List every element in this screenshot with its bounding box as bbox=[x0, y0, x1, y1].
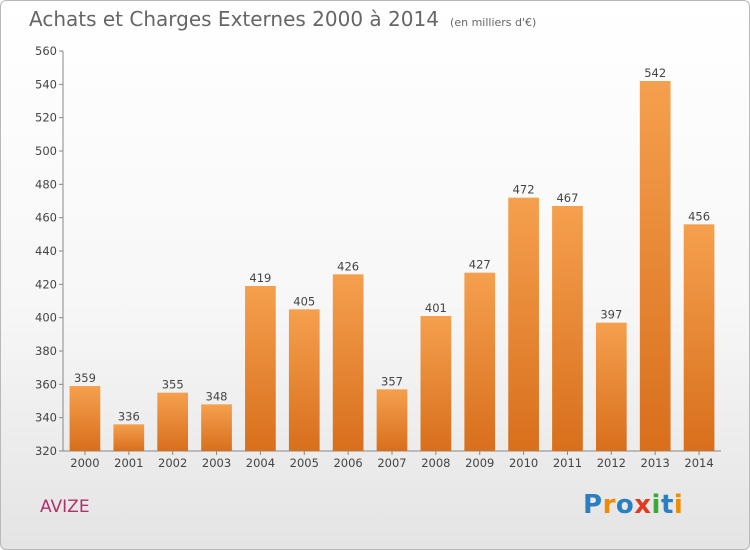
bar-series: 359 336 355 348 419 405 426 357 401 427 472 467 397 5… bbox=[69, 66, 715, 451]
y-tick-label: 420 bbox=[35, 277, 57, 291]
y-tick-label: 380 bbox=[35, 344, 57, 358]
bar-value-label: 348 bbox=[206, 389, 228, 403]
x-tick-label: 2004 bbox=[246, 456, 275, 470]
x-tick-label: 2000 bbox=[70, 456, 99, 470]
y-tick-label: 460 bbox=[35, 211, 57, 225]
bar-value-label: 472 bbox=[513, 183, 535, 197]
bar-value-label: 426 bbox=[337, 259, 359, 273]
y-tick-label: 360 bbox=[35, 377, 57, 391]
x-tick-label: 2006 bbox=[333, 456, 362, 470]
y-tick-label: 400 bbox=[35, 311, 57, 325]
chart-unit-note: (en milliers d'€) bbox=[450, 16, 537, 29]
x-tick-label: 2001 bbox=[114, 456, 143, 470]
x-tick-label: 2010 bbox=[509, 456, 538, 470]
bar-value-label: 467 bbox=[556, 191, 578, 205]
y-tick-label: 520 bbox=[35, 111, 57, 125]
x-tick-label: 2002 bbox=[158, 456, 187, 470]
bar bbox=[201, 404, 232, 451]
y-tick-label: 560 bbox=[35, 44, 57, 58]
bar-chart: 320 340 360 380 400 420 440 460 480 500 520 540 560 2… bbox=[35, 44, 721, 470]
logo-letter: x bbox=[634, 490, 652, 520]
x-tick-label: 2014 bbox=[684, 456, 713, 470]
bar-value-label: 397 bbox=[600, 308, 622, 322]
bar-value-label: 359 bbox=[74, 371, 96, 385]
bar bbox=[552, 206, 583, 451]
logo-letter: o bbox=[615, 490, 635, 520]
x-tick-label: 2008 bbox=[421, 456, 450, 470]
bar-value-label: 419 bbox=[249, 271, 271, 285]
x-tick-label: 2003 bbox=[202, 456, 231, 470]
bar bbox=[376, 389, 408, 451]
bar bbox=[639, 81, 671, 451]
y-tick-label: 480 bbox=[35, 177, 57, 191]
bar bbox=[245, 286, 276, 451]
x-tick-label: 2011 bbox=[553, 456, 582, 470]
chart-title-block: Achats et Charges Externes 2000 à 2014 (… bbox=[29, 7, 536, 31]
bar bbox=[288, 309, 320, 451]
bar-value-label: 355 bbox=[162, 378, 184, 392]
y-tick-label: 340 bbox=[35, 411, 57, 425]
y-tick-label: 500 bbox=[35, 144, 57, 158]
bar-value-label: 427 bbox=[469, 258, 491, 272]
bar bbox=[508, 197, 539, 451]
x-tick-label: 2013 bbox=[641, 456, 670, 470]
bar-value-label: 542 bbox=[644, 66, 666, 80]
y-tick-label: 540 bbox=[35, 77, 57, 91]
bar bbox=[69, 386, 101, 451]
y-tick-label: 320 bbox=[35, 444, 57, 458]
bar bbox=[464, 272, 496, 451]
x-tick-label: 2005 bbox=[290, 456, 319, 470]
logo-letter: t bbox=[660, 490, 674, 520]
x-tick-label: 2012 bbox=[597, 456, 626, 470]
bar bbox=[332, 274, 364, 451]
y-tick-label: 440 bbox=[35, 244, 57, 258]
x-tick-label: 2007 bbox=[377, 456, 406, 470]
bar-value-label: 405 bbox=[293, 294, 315, 308]
x-tick-label: 2009 bbox=[465, 456, 494, 470]
proxiti-logo: Proxiti bbox=[583, 490, 683, 520]
bar-value-label: 357 bbox=[381, 374, 403, 388]
bar-value-label: 456 bbox=[688, 209, 710, 223]
bar bbox=[595, 322, 627, 451]
logo-letter: P bbox=[583, 490, 603, 520]
logo-letter: i bbox=[673, 490, 684, 520]
bar bbox=[683, 224, 715, 451]
logo-letter: r bbox=[602, 490, 616, 520]
bar-value-label: 336 bbox=[118, 409, 140, 423]
chart-title: Achats et Charges Externes 2000 à 2014 bbox=[29, 7, 439, 31]
bar bbox=[113, 424, 145, 451]
bar bbox=[420, 316, 452, 451]
bar bbox=[157, 392, 189, 451]
bar-value-label: 401 bbox=[425, 301, 447, 315]
logo-letter: i bbox=[651, 490, 661, 520]
commune-name: AVIZE bbox=[40, 497, 90, 517]
